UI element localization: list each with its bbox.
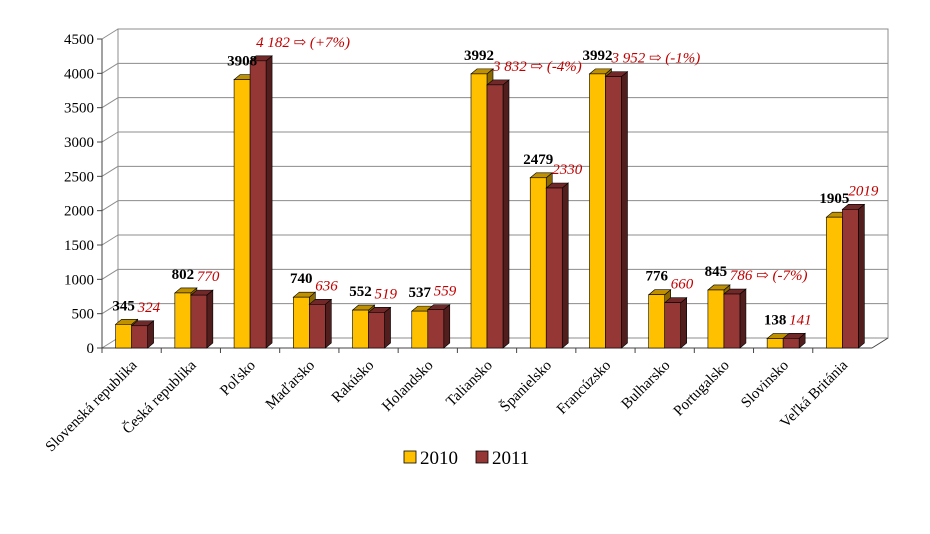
bar-2011-3	[308, 298, 333, 349]
bar-2011-9	[663, 297, 688, 349]
y-tick-label: 3500	[64, 101, 94, 117]
gridline-diagonal	[101, 234, 119, 246]
y-tick-labels: 0 500 1000 1500 2000 2500 3000 3500 4000 4500	[64, 32, 94, 357]
y-tick-label: 0	[87, 341, 95, 357]
data-label-2011: 2019	[848, 183, 879, 199]
data-label-2010: 552	[349, 284, 372, 300]
category-label: Bulharsko	[619, 358, 674, 413]
category-label: Slovinsko	[738, 358, 792, 412]
bar-2011-10	[723, 288, 747, 349]
bar-2011-4	[367, 306, 392, 349]
bar-2011-11	[782, 332, 806, 349]
y-tick-label: 2000	[64, 204, 94, 220]
legend-swatch-2010	[403, 450, 417, 464]
gridline-diagonal	[101, 131, 119, 143]
gridline-diagonal	[101, 165, 119, 177]
gridline-diagonal	[101, 268, 119, 280]
data-label-2011: 3 832 ⇨ (-4%)	[492, 59, 582, 75]
bar-2011-8	[604, 70, 629, 349]
bar-2011-2	[249, 55, 273, 349]
data-label-2010: 776	[645, 269, 668, 285]
legend-label-2010: 2010	[420, 448, 458, 469]
data-label-2011: 324	[137, 300, 161, 316]
category-label: Rakúsko	[329, 358, 377, 406]
data-label-2010: 3992	[464, 48, 494, 64]
data-label-2010: 138	[764, 313, 787, 329]
y-tick-label: 4000	[64, 66, 94, 82]
y-tick-label: 2500	[64, 169, 94, 185]
data-label-2011: 3 952 ⇨ (-1%)	[610, 51, 700, 67]
gridline-diagonal	[101, 28, 119, 40]
x-axis-depth	[871, 337, 889, 349]
legend-label-2011: 2011	[492, 448, 529, 469]
legend-swatch-2011	[475, 450, 489, 464]
data-label-2010: 537	[409, 285, 432, 301]
y-tick-label: 1000	[64, 272, 94, 288]
data-label-2011: 786 ⇨ (-7%)	[730, 268, 808, 284]
category-label: Poľsko	[217, 358, 259, 400]
data-label-2010: 740	[290, 271, 313, 287]
category-label: Holandsko	[379, 358, 436, 415]
gridline-diagonal	[101, 200, 119, 212]
data-label-2010: 3908	[227, 54, 257, 70]
category-label: Maďarsko	[263, 358, 318, 413]
data-label-2010: 345	[112, 298, 135, 314]
bar-2011-1	[190, 289, 214, 349]
gridline-diagonal	[101, 97, 119, 109]
gridline-diagonal	[101, 303, 119, 315]
data-label-2011: 4 182 ⇨ (+7%)	[256, 35, 350, 51]
category-label: Taliansko	[443, 358, 495, 410]
data-label-2011: 141	[789, 312, 812, 328]
data-label-2010: 2479	[523, 152, 553, 168]
y-tick-label: 4500	[64, 32, 94, 48]
data-label-2010: 802	[172, 267, 195, 283]
data-label-2010: 845	[705, 264, 728, 280]
data-label-2010: 1905	[819, 191, 849, 207]
data-label-2011: 519	[375, 286, 398, 302]
y-tick-label: 1500	[64, 238, 94, 254]
y-tick-label: 500	[72, 307, 95, 323]
data-label-2011: 770	[197, 269, 220, 285]
bar-2011-0	[130, 320, 155, 349]
category-label: Slovenská republika	[43, 357, 141, 455]
data-label-2011: 2330	[552, 162, 583, 178]
bar-2011-12	[841, 203, 866, 349]
data-labels: 345 324 802 770 3908 4 182 ⇨ (+7%) 740 636 552 51…	[112, 35, 879, 329]
legend: 2010 2011	[403, 448, 529, 469]
bar-2011-7	[545, 182, 570, 349]
data-label-2010: 3992	[582, 48, 612, 64]
bars	[114, 55, 866, 349]
data-label-2011: 660	[671, 277, 694, 293]
y-tick-label: 3000	[64, 135, 94, 151]
category-label: Francúzsko	[554, 358, 614, 418]
category-label: Španielsko	[496, 357, 555, 416]
data-label-2011: 559	[434, 284, 457, 300]
bar-2011-6	[486, 79, 510, 349]
bar-2011-5	[426, 303, 451, 349]
gridline-diagonal	[101, 62, 119, 74]
category-label: Portugalsko	[671, 358, 733, 420]
data-label-2011: 636	[315, 278, 338, 294]
